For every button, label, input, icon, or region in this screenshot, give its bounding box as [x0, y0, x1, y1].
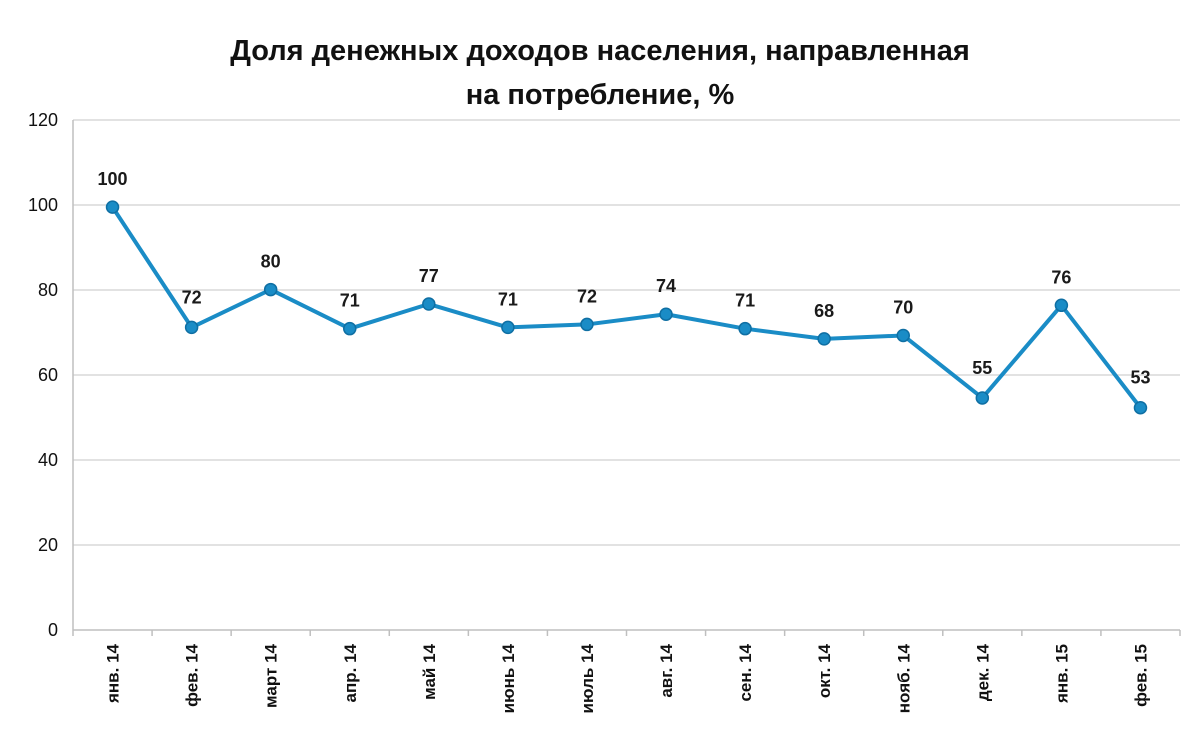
y-tick-label: 20 — [38, 535, 58, 555]
data-label: 53 — [1130, 368, 1150, 388]
y-tick-label: 60 — [38, 365, 58, 385]
gridlines — [73, 119, 1180, 546]
x-tick-label: авг. 14 — [657, 643, 676, 697]
data-label: 70 — [893, 297, 913, 317]
x-tick-label: окт. 14 — [815, 643, 834, 698]
data-label: 72 — [577, 286, 597, 306]
x-tick-label: март 14 — [262, 643, 281, 707]
data-label: 76 — [1051, 267, 1071, 287]
data-point — [896, 328, 910, 343]
x-tick-label: янв. 14 — [104, 643, 123, 704]
data-label: 71 — [498, 289, 518, 309]
data-label: 80 — [261, 252, 281, 272]
x-tick-label: июль 14 — [578, 643, 597, 713]
data-point — [343, 321, 357, 336]
data-point — [105, 200, 120, 214]
x-tick-label: янв. 15 — [1052, 644, 1071, 704]
chart-title-line-2: на потребление, % — [466, 79, 735, 111]
y-axis-ticks: 0 20 40 60 80 100 120 — [28, 110, 58, 640]
x-tick-label: май 14 — [420, 643, 439, 699]
x-tick-label: фев. 15 — [1131, 644, 1150, 707]
axes — [72, 120, 1181, 636]
data-label: 72 — [182, 287, 202, 307]
chart-title-line-1: Доля денежных доходов населения, направл… — [230, 35, 970, 67]
x-tick-label: сен. 14 — [736, 643, 755, 701]
data-label: 100 — [98, 169, 128, 189]
data-point — [1133, 400, 1148, 415]
x-axis-ticks: янв. 14 фев. 14 март 14 апр. 14 май 14 июнь 1… — [104, 643, 1151, 713]
data-label: 77 — [419, 266, 439, 286]
y-tick-label: 0 — [48, 620, 58, 640]
chart-title: Доля денежных доходов населения, направл… — [230, 35, 970, 111]
data-point — [975, 391, 990, 405]
data-point — [263, 282, 278, 297]
y-tick-label: 120 — [28, 110, 58, 130]
data-point — [422, 297, 436, 311]
x-tick-label: дек. 14 — [973, 643, 992, 701]
x-tick-label: апр. 14 — [341, 643, 360, 702]
data-label: 71 — [340, 291, 360, 311]
x-tick-label: нояб. 14 — [894, 643, 913, 713]
data-point — [817, 332, 831, 346]
data-point — [580, 317, 594, 332]
x-tick-label: июнь 14 — [499, 643, 518, 713]
data-label: 68 — [814, 301, 834, 321]
data-label: 74 — [656, 276, 676, 296]
data-point — [659, 307, 673, 321]
x-tick-label: фев. 14 — [183, 643, 202, 706]
series-line — [110, 205, 1143, 410]
series — [105, 200, 1148, 415]
data-label: 55 — [972, 358, 992, 378]
data-labels: 100 72 80 71 77 71 72 74 71 68 70 55 76 53 — [98, 169, 1151, 388]
y-tick-label: 80 — [38, 280, 58, 300]
y-tick-label: 40 — [38, 450, 58, 470]
data-label: 71 — [735, 291, 755, 311]
data-point — [184, 320, 199, 335]
y-tick-label: 100 — [28, 195, 58, 215]
data-point — [738, 321, 752, 336]
data-point — [1054, 298, 1069, 313]
data-point — [501, 320, 515, 335]
